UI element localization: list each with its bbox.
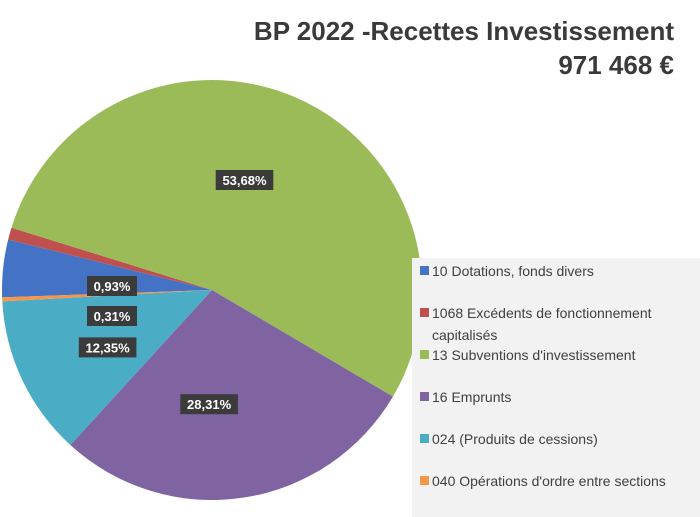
legend-label: 1068 Excédents de fonctionnement capital…: [432, 305, 652, 343]
pie-slice-10-dotations-fonds-divers: [2, 239, 213, 298]
legend-item-040-operations-d-ordre-entre-sections: 040 Opérations d'ordre entre sections: [420, 470, 696, 492]
legend-label: 10 Dotations, fonds divers: [432, 263, 594, 279]
data-label-040-operations-d-ordre-entre-sections: 0,31%: [87, 306, 137, 326]
svg-text:0,31%: 0,31%: [94, 309, 131, 324]
legend-label: 13 Subventions d'investissement: [432, 347, 636, 363]
data-label-13-subventions-d-investissement: 53,68%: [215, 170, 274, 190]
legend-item-13-subventions-d-investissement: 13 Subventions d'investissement: [420, 344, 696, 366]
svg-text:53,68%: 53,68%: [222, 173, 267, 188]
chart-legend: 10 Dotations, fonds divers 1068 Excédents…: [412, 258, 700, 517]
data-label-024-produits-de-cessions: 12,35%: [78, 337, 137, 358]
pie-slice-1068-excedents-de-fonctionnement-capitalises: [8, 227, 212, 290]
legend-item-1068-excedents-de-fonctionnement-capitalises: 1068 Excédents de fonctionnement capital…: [420, 302, 696, 346]
pie-slices: [2, 80, 423, 501]
legend-swatch: [420, 350, 429, 359]
pie-slice-024-produits-de-cessions: [2, 290, 213, 446]
svg-text:28,31%: 28,31%: [187, 397, 232, 412]
legend-item-16-emprunts: 16 Emprunts: [420, 386, 696, 408]
legend-label: 040 Opérations d'ordre entre sections: [432, 473, 666, 489]
data-label-16-emprunts: 28,31%: [180, 394, 238, 415]
legend-item-10-dotations-fonds-divers: 10 Dotations, fonds divers: [420, 260, 696, 282]
legend-swatch: [420, 392, 429, 401]
chart-subtitle-total: 971 468 €: [558, 50, 674, 80]
legend-label: 024 (Produits de cessions): [432, 431, 598, 447]
legend-item-024-produits-de-cessions: 024 (Produits de cessions): [420, 428, 696, 450]
legend-swatch: [420, 476, 429, 485]
chart-title: BP 2022 -Recettes Investissement 971 468…: [154, 14, 674, 82]
chart-title-text: BP 2022 -Recettes Investissement: [253, 16, 674, 46]
legend-swatch: [420, 434, 429, 443]
legend-swatch: [420, 308, 429, 317]
svg-text:0,93%: 0,93%: [94, 279, 131, 294]
svg-text:12,35%: 12,35%: [86, 340, 131, 355]
legend-label: 16 Emprunts: [432, 389, 512, 405]
pie-data-labels: 0,93% 53,68% 28,31% 12,35% 0,31%: [78, 170, 274, 415]
data-label-1068-excedents-de-fonctionnement-capitalises: 0,93%: [87, 276, 137, 296]
legend-swatch: [420, 266, 429, 275]
pie-slice-13-subventions-d-investissement: [11, 80, 423, 397]
